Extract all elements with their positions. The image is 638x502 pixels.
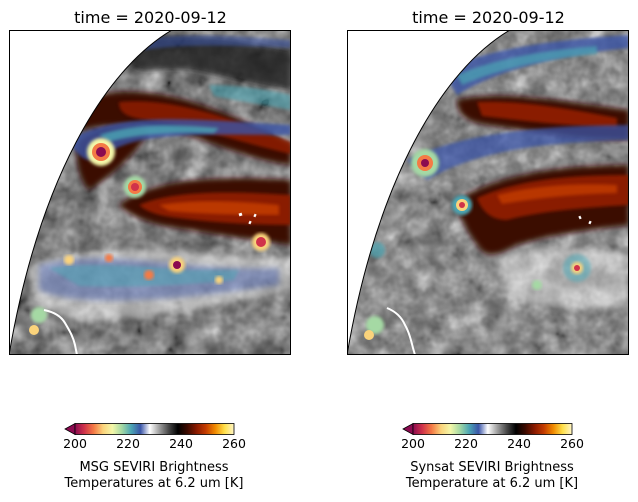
left-colorbar: 200 220 240 260 (63, 422, 246, 451)
left-coastline (43, 309, 78, 355)
left-map-image (9, 30, 291, 355)
left-colorbar-extend-arrow (64, 422, 76, 436)
left-colorbar-ticks: 200 220 240 260 (63, 435, 246, 451)
right-colorbar-tick: 240 (507, 436, 531, 451)
right-map-frame (347, 30, 629, 355)
right-coastline (386, 307, 416, 355)
right-panel-title: time = 2020-09-12 (412, 8, 565, 27)
right-colorbar-extend-arrow (402, 422, 414, 436)
right-map (347, 30, 629, 355)
left-colorbar-tick: 200 (63, 436, 87, 451)
left-panel-title: time = 2020-09-12 (74, 8, 227, 27)
left-colorbar-tick: 220 (116, 436, 140, 451)
left-map (9, 30, 291, 355)
left-map-frame (9, 30, 291, 355)
right-colorbar-tick: 220 (454, 436, 478, 451)
left-colorbar-label: MSG SEVIRI Brightness Temperatures at 6.… (34, 460, 274, 492)
left-colorbar-tick: 260 (222, 436, 246, 451)
right-colorbar: 200 220 240 260 (401, 422, 584, 451)
right-colorbar-label-line1: Synsat SEVIRI Brightness (410, 460, 574, 475)
left-colorbar-bar (64, 422, 235, 436)
right-colorbar-ticks: 200 220 240 260 (401, 435, 584, 451)
left-colorbar-label-line2: Temperatures at 6.2 um [K] (64, 476, 244, 491)
right-map-image (347, 30, 629, 355)
right-colorbar-tick: 200 (401, 436, 425, 451)
right-colorbar-label-line2: Temperature at 6.2 um [K] (405, 476, 579, 491)
left-colorbar-label-line1: MSG SEVIRI Brightness (79, 460, 229, 475)
right-colorbar-label: Synsat SEVIRI Brightness Temperature at … (372, 460, 612, 492)
right-colorbar-tick: 260 (560, 436, 584, 451)
left-colorbar-tick: 240 (169, 436, 193, 451)
right-colorbar-bar (402, 422, 573, 436)
